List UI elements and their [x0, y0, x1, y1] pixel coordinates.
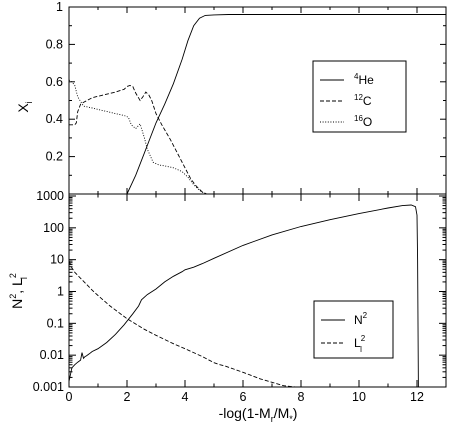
top-legend-label: 12C	[354, 93, 372, 108]
top-series-line-2	[68, 79, 206, 195]
bottom-series-line-0	[68, 204, 419, 388]
top-series-line-0	[69, 14, 446, 195]
top-legend: 4He 12C 16O	[312, 60, 407, 133]
top-y-tick-label: 0.2	[46, 150, 63, 164]
top-y-tick-label: 0.4	[46, 112, 63, 126]
top-legend-label: 16O	[354, 114, 372, 129]
top-y-axis-label: Xi	[15, 101, 34, 112]
bottom-y-tick-label: 100	[43, 221, 64, 235]
bottom-x-tick-label: 10	[352, 390, 366, 404]
bottom-plot-frame	[68, 193, 447, 388]
bottom-x-tick-label: 4	[182, 390, 189, 404]
bottom-x-tick-label: 6	[240, 390, 247, 404]
bottom-x-tick-label: 0	[66, 390, 73, 404]
top-legend-label: 4He	[354, 72, 374, 87]
bottom-ticks: 0.001 0.01 0.1 1 10 100 1000 0 2 4 6 8 10 12	[33, 189, 447, 404]
bottom-y-tick-label: 10	[50, 253, 64, 267]
top-legend-box	[312, 60, 407, 133]
bottom-x-tick-label: 12	[410, 390, 424, 404]
bottom-y-tick-label: 0.1	[47, 316, 64, 330]
bottom-series-line-1	[68, 260, 296, 388]
bottom-y-tick-label: 1000	[36, 189, 64, 203]
top-series-line-1	[69, 85, 207, 195]
bottom-y-tick-label: 1	[57, 285, 64, 299]
top-y-tick-label: 1	[56, 0, 63, 14]
top-series-group	[68, 14, 446, 195]
bottom-legend-box	[313, 300, 394, 359]
bottom-y-axis-label: N2, L2l	[8, 273, 29, 309]
bottom-x-tick-label: 2	[124, 390, 131, 404]
bottom-series-group	[68, 204, 419, 388]
top-y-tick-label: 0.8	[46, 37, 63, 51]
bottom-legend-label: L2 l	[354, 334, 366, 354]
top-y-tick-label: 0.6	[46, 75, 63, 89]
top-panel: 0.2 0.4 0.6 0.8 1 4He 12C 16O Xi	[15, 0, 447, 195]
bottom-y-tick-label: 0.001	[33, 380, 64, 394]
top-ticks: 0.2 0.4 0.6 0.8 1	[46, 0, 447, 195]
bottom-y-tick-label: 0.01	[40, 348, 64, 362]
bottom-x-axis-label: -log(1-Mr/M*)	[219, 405, 298, 424]
bottom-x-tick-label: 8	[298, 390, 305, 404]
